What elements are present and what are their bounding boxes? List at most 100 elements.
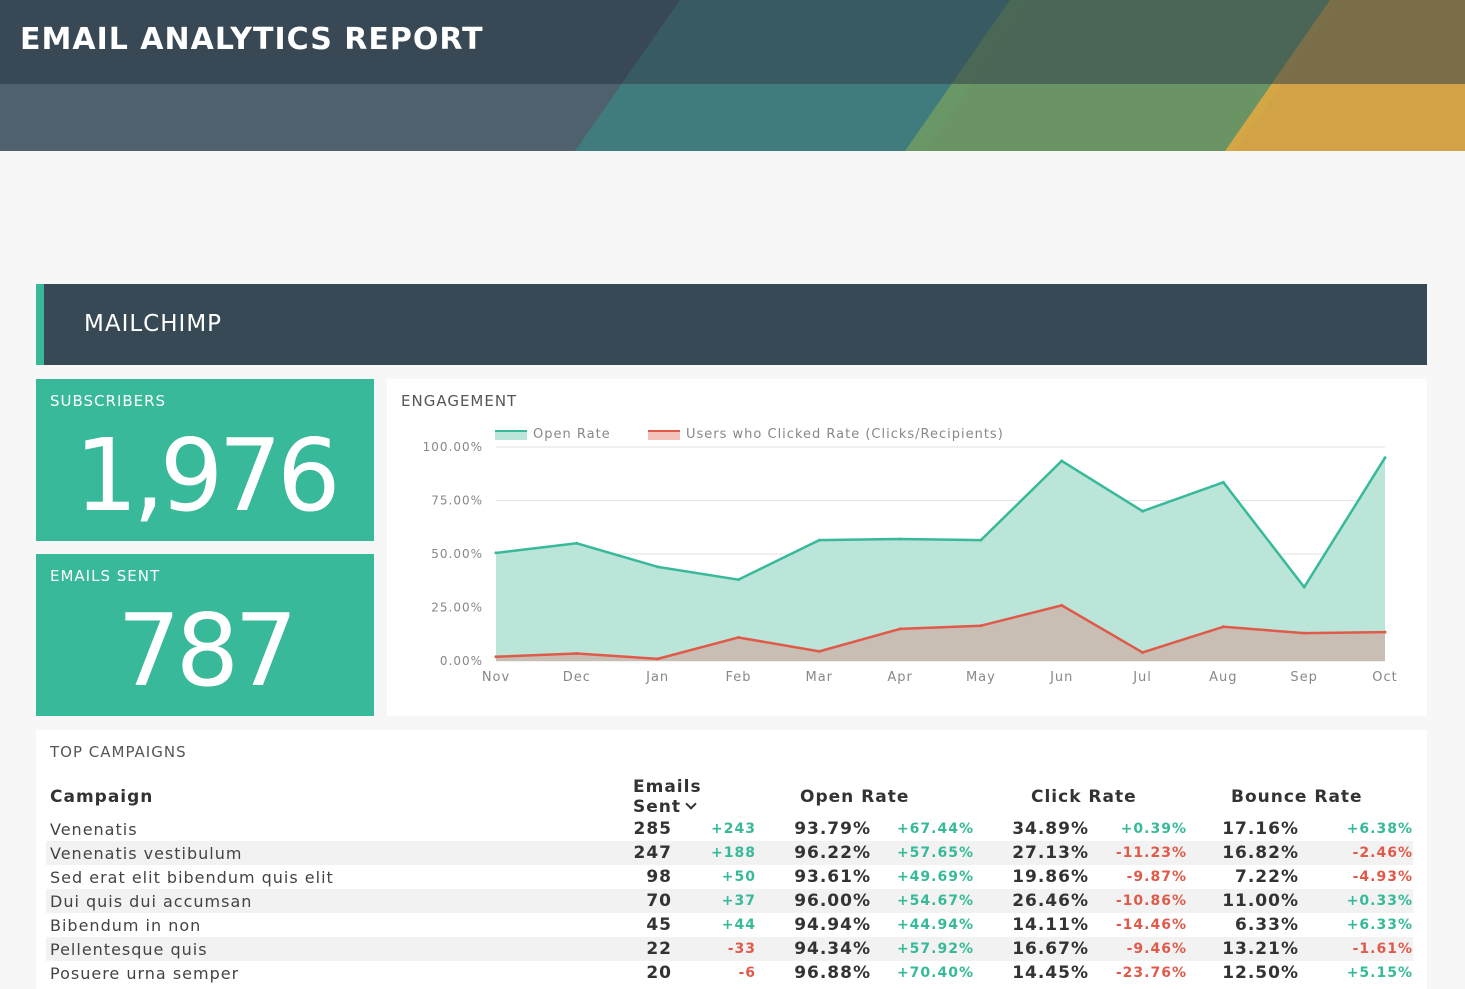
data-point bbox=[1141, 509, 1145, 513]
data-point bbox=[656, 565, 660, 569]
x-tick-label: Mar bbox=[806, 670, 834, 685]
campaigns-table: Campaign Emails Sent Open Rate Click Rat… bbox=[46, 777, 1413, 985]
cell-sent: 247 bbox=[566, 841, 672, 865]
header-open-rate[interactable]: Open Rate bbox=[800, 787, 910, 807]
table-row[interactable]: Venenatis 285 +243 93.79% +67.44% 34.89% +0.39… bbox=[46, 817, 1413, 841]
cell-bounce: 11.00% bbox=[1187, 889, 1299, 913]
cell-click: 16.67% bbox=[974, 937, 1089, 961]
data-point bbox=[575, 652, 579, 656]
header-emails-sent[interactable]: Emails Sent bbox=[566, 777, 756, 817]
cell-bounce-d: +6.38% bbox=[1346, 821, 1413, 837]
legend-open-rate[interactable]: Open Rate bbox=[495, 427, 611, 442]
table-row[interactable]: Venenatis vestibulum 247 +188 96.22% +57.65%… bbox=[46, 841, 1413, 865]
cell-bounce: 16.82% bbox=[1187, 841, 1299, 865]
data-point bbox=[817, 538, 821, 542]
x-tick-label: May bbox=[966, 670, 996, 685]
cell-sent: 285 bbox=[633, 819, 672, 839]
cell-sent: 22 bbox=[566, 937, 672, 961]
x-tick-label: Oct bbox=[1372, 670, 1397, 685]
x-tick-label: Sep bbox=[1290, 670, 1318, 685]
cell-click: 14.11% bbox=[1012, 915, 1089, 935]
cell-sent: 98 bbox=[646, 867, 672, 887]
data-point bbox=[817, 649, 821, 653]
section-title: MAILCHIMP bbox=[84, 311, 223, 337]
emails-sent-card: EMAILS SENT 787 bbox=[36, 554, 374, 716]
cell-bounce-d: +5.15% bbox=[1346, 965, 1413, 981]
x-tick-label: Aug bbox=[1209, 670, 1237, 685]
cell-bounce: 12.50% bbox=[1222, 963, 1299, 983]
sort-chevron-down-icon[interactable] bbox=[685, 798, 697, 810]
table-row[interactable]: Dui quis dui accumsan 70 +37 96.00% +54.67% 2… bbox=[46, 889, 1413, 913]
legend-swatch-open bbox=[495, 429, 527, 440]
data-point bbox=[736, 635, 740, 639]
cell-sent-d: +37 bbox=[672, 889, 756, 913]
header-campaign[interactable]: Campaign bbox=[50, 787, 154, 807]
cell-sent-d: -6 bbox=[738, 965, 756, 981]
cell-open: 96.88% bbox=[794, 963, 871, 983]
y-tick-label: 75.00% bbox=[431, 494, 483, 508]
engagement-card: ENGAGEMENT Open Rate Users who Clicked R… bbox=[387, 379, 1427, 716]
table-row[interactable]: Sed erat elit bibendum quis elit 98 +50 93.… bbox=[46, 865, 1413, 889]
cell-bounce-d: +0.33% bbox=[1299, 889, 1413, 913]
header-bounce-rate[interactable]: Bounce Rate bbox=[1231, 787, 1363, 807]
cell-sent-d: +44 bbox=[721, 917, 756, 933]
cell-name: Dui quis dui accumsan bbox=[46, 889, 566, 913]
y-tick-label: 100.00% bbox=[423, 440, 483, 454]
banner-background bbox=[0, 0, 1465, 151]
x-tick-label: Apr bbox=[887, 670, 913, 685]
series-line-click-rate bbox=[495, 604, 1386, 661]
cell-open-d: +57.92% bbox=[871, 937, 974, 961]
cell-open-d: +49.69% bbox=[896, 869, 974, 885]
cell-open: 94.94% bbox=[794, 915, 871, 935]
cell-click-d: -9.46% bbox=[1089, 937, 1187, 961]
data-point bbox=[1383, 456, 1387, 460]
cell-click-d: -9.87% bbox=[1126, 869, 1187, 885]
cell-click: 26.46% bbox=[974, 889, 1089, 913]
table-row[interactable]: Posuere urna semper 20 -6 96.88% +70.40% 14.4… bbox=[46, 961, 1413, 985]
cell-click: 27.13% bbox=[974, 841, 1089, 865]
data-point bbox=[898, 537, 902, 541]
page-title: EMAIL ANALYTICS REPORT bbox=[20, 22, 484, 57]
cell-name: Venenatis bbox=[50, 819, 138, 839]
cell-sent-d: -33 bbox=[672, 937, 756, 961]
campaigns-card: TOP CAMPAIGNS Campaign Emails Sent Open … bbox=[36, 730, 1427, 989]
engagement-chart: 0.00% 25.00% 50.00% 75.00% 100.00% Nov Dec Jan F… bbox=[423, 440, 1397, 685]
cell-name: Bibendum in non bbox=[50, 915, 202, 935]
header-emails-sent-label: Emails Sent bbox=[633, 777, 702, 817]
campaigns-title: TOP CAMPAIGNS bbox=[50, 743, 187, 761]
cell-bounce: 7.22% bbox=[1235, 867, 1299, 887]
cell-click-d: -11.23% bbox=[1089, 841, 1187, 865]
header-click-rate[interactable]: Click Rate bbox=[1031, 787, 1137, 807]
data-point bbox=[1060, 603, 1064, 607]
cell-click-d: -23.76% bbox=[1115, 965, 1187, 981]
cell-click: 34.89% bbox=[1012, 819, 1089, 839]
data-point bbox=[1302, 631, 1306, 635]
legend-click-rate[interactable]: Users who Clicked Rate (Clicks/Recipient… bbox=[648, 427, 1004, 442]
cell-click-d: +0.39% bbox=[1120, 821, 1187, 837]
cell-open: 96.22% bbox=[756, 841, 871, 865]
section-header: MAILCHIMP bbox=[36, 284, 1427, 365]
subscribers-card: SUBSCRIBERS 1,976 bbox=[36, 379, 374, 541]
series-area-open-rate bbox=[496, 457, 1385, 661]
x-tick-label: Jan bbox=[645, 670, 669, 685]
cell-click-d: -14.46% bbox=[1115, 917, 1187, 933]
cell-open: 93.79% bbox=[794, 819, 871, 839]
table-row[interactable]: Pellentesque quis 22 -33 94.34% +57.92% 16.67… bbox=[46, 937, 1413, 961]
cell-bounce: 6.33% bbox=[1235, 915, 1299, 935]
cell-open-d: +57.65% bbox=[871, 841, 974, 865]
cell-open: 94.34% bbox=[756, 937, 871, 961]
cell-bounce: 17.16% bbox=[1222, 819, 1299, 839]
table-row[interactable]: Bibendum in non 45 +44 94.94% +44.94% 14.11% -… bbox=[46, 913, 1413, 937]
cell-click-d: -10.86% bbox=[1089, 889, 1187, 913]
cell-click: 19.86% bbox=[1012, 867, 1089, 887]
legend-click-label: Users who Clicked Rate (Clicks/Recipient… bbox=[686, 427, 1004, 442]
cell-click: 14.45% bbox=[1012, 963, 1089, 983]
cell-open-d: +54.67% bbox=[871, 889, 974, 913]
legend-open-label: Open Rate bbox=[533, 427, 611, 442]
cell-open: 93.61% bbox=[794, 867, 871, 887]
cell-name: Posuere urna semper bbox=[50, 963, 240, 983]
table-header-row: Campaign Emails Sent Open Rate Click Rat… bbox=[46, 777, 1413, 817]
header-banner: EMAIL ANALYTICS REPORT bbox=[0, 0, 1465, 151]
data-point bbox=[898, 627, 902, 631]
data-point bbox=[575, 541, 579, 545]
